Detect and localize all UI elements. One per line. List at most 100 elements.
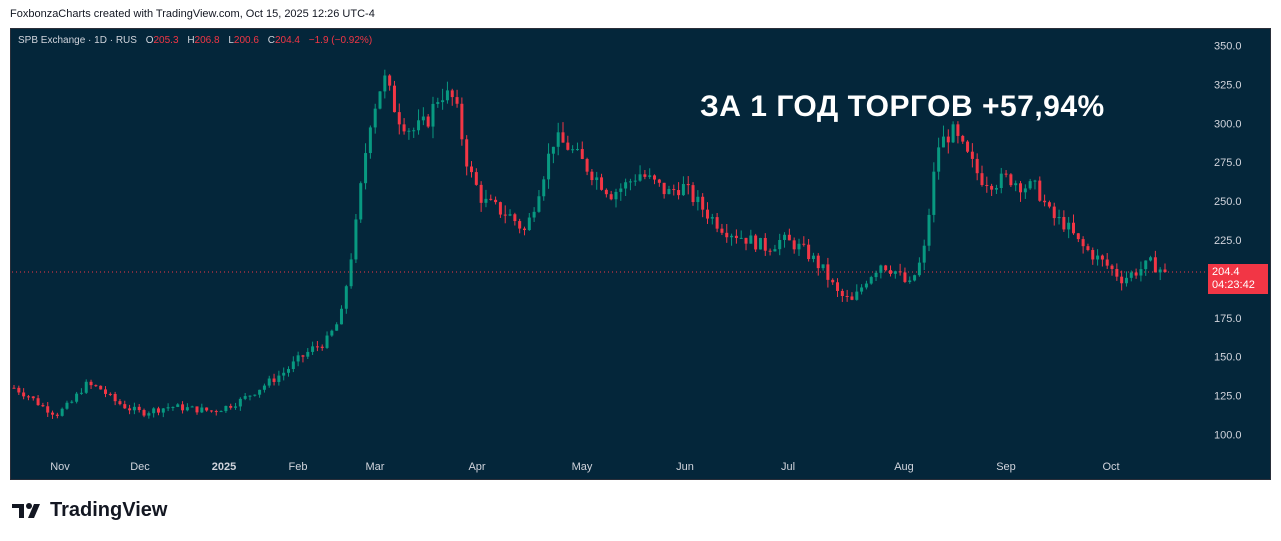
candle-body (893, 271, 897, 274)
x-tick-label: Aug (894, 461, 914, 473)
candle-body (932, 171, 936, 215)
candle-body (84, 381, 88, 393)
candle-body (585, 158, 589, 172)
candle-body (1067, 222, 1071, 230)
candle-body (1033, 180, 1037, 182)
candle-body (1043, 200, 1047, 203)
candle-body (600, 177, 604, 190)
candle-body (966, 141, 970, 152)
candle-body (1081, 239, 1085, 247)
candle-body (946, 136, 950, 143)
bar-timer: 04:23:42 (1212, 279, 1255, 291)
candle-body (368, 127, 372, 154)
candle-body (898, 271, 902, 273)
candle-body (118, 401, 122, 405)
candle-body (604, 189, 608, 195)
candle-body (850, 296, 854, 300)
candle-body (1110, 265, 1114, 269)
x-tick-label: Mar (366, 461, 385, 473)
candle-body (874, 272, 878, 278)
x-tick-label: Apr (468, 461, 485, 473)
candle-body (436, 102, 440, 104)
candle-body (156, 408, 160, 413)
candle-body (643, 174, 647, 177)
candle-body (455, 97, 459, 104)
candle-body (479, 184, 483, 203)
candle-body (445, 90, 449, 101)
candle-body (378, 91, 382, 109)
candle-body (383, 75, 387, 92)
candle-body (60, 408, 64, 416)
x-tick-label: Dec (130, 461, 150, 473)
candle-body (498, 202, 502, 215)
tradingview-logo[interactable]: TradingView (12, 499, 167, 522)
candle-body (176, 404, 180, 407)
candle-body (614, 191, 618, 200)
candle-body (758, 237, 762, 250)
candle-body (715, 217, 719, 229)
candle-body (1096, 255, 1100, 260)
candle-body (556, 132, 560, 147)
y-tick-label: 175.0 (1214, 313, 1242, 325)
candle-body (672, 189, 676, 191)
candle-body (474, 172, 478, 185)
candle-body (339, 308, 343, 325)
candle-body (787, 234, 791, 241)
candle-body (855, 291, 859, 300)
x-tick-label: Feb (289, 461, 308, 473)
candle-body (161, 408, 165, 413)
candle-body (595, 177, 599, 181)
candle-body (739, 237, 743, 239)
candle-body (624, 182, 628, 189)
candle-body (667, 189, 671, 195)
candle-body (1057, 217, 1061, 219)
candle-body (503, 214, 507, 216)
high-value: 206.8 (194, 35, 220, 46)
candle-body (373, 108, 377, 128)
candle-body (860, 287, 864, 292)
candle-body (975, 158, 979, 174)
candle-body (1028, 181, 1032, 189)
candle-body (147, 413, 151, 416)
candle-body (388, 75, 392, 86)
x-tick-label: Oct (1102, 461, 1119, 473)
candle-body (26, 396, 30, 398)
candle-body (513, 214, 517, 222)
candle-body (826, 264, 830, 280)
candle-body (879, 265, 883, 273)
x-axis: Nov Dec 2025 Feb Mar Apr May Jun Jul Aug Sep Oct (50, 461, 1119, 473)
candle-body (190, 406, 194, 408)
candle-body (619, 188, 623, 192)
chart-pane[interactable] (10, 28, 1271, 480)
candle-body (980, 173, 984, 186)
candle-body (460, 103, 464, 140)
candle-body (330, 330, 334, 336)
candle-body (542, 179, 546, 197)
candle-body (816, 255, 820, 269)
open-label: O (145, 35, 154, 46)
candle-body (590, 171, 594, 181)
candle-body (551, 146, 555, 154)
candle-body (1004, 173, 1008, 175)
candle-body (999, 173, 1003, 189)
candle-body (31, 396, 35, 399)
candle-body (113, 393, 117, 402)
candle-body (1091, 250, 1095, 260)
x-tick-label: Sep (996, 461, 1016, 473)
candle-body (730, 235, 734, 238)
y-tick-label: 275.0 (1214, 157, 1242, 169)
candle-body (243, 396, 247, 399)
candle-body (657, 179, 661, 183)
candle-body (1105, 259, 1109, 266)
candle-body (441, 100, 445, 103)
candle-body (253, 394, 257, 396)
candle-body (291, 361, 295, 370)
candle-body (470, 166, 474, 173)
candle-body (359, 183, 363, 220)
y-axis: 350.0325.0300.0275.0250.0225.0200.0175.0… (1214, 41, 1242, 442)
close-value: 204.4 (274, 35, 300, 46)
candle-body (209, 410, 213, 412)
candle-body (214, 411, 218, 413)
candle-body (248, 395, 252, 397)
